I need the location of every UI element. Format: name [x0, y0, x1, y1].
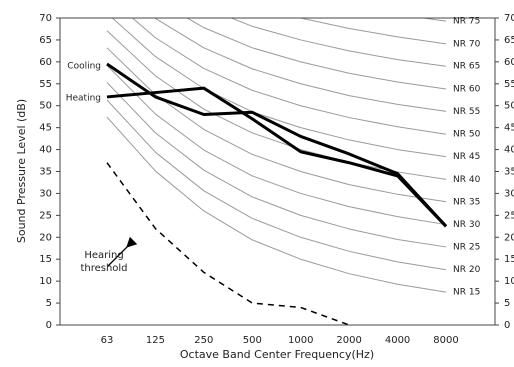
x-tick-label: 63 [101, 335, 114, 346]
curve-label: NR 60 [453, 85, 481, 95]
curve-label: NR 65 [453, 62, 480, 72]
y2-tick-label: 15 [504, 254, 514, 265]
curve-label: NR 55 [453, 107, 480, 117]
curve-label: NR 25 [453, 242, 480, 252]
y-tick-label: 15 [39, 254, 52, 265]
curve-label: NR 75 [453, 17, 480, 27]
y-tick-label: 45 [39, 123, 52, 134]
y2-tick-label: 65 [504, 35, 514, 46]
nr-curve [106, 116, 447, 293]
nr-curve [106, 82, 447, 248]
y2-tick-label: 0 [504, 320, 510, 331]
y2-tick-label: 35 [504, 167, 514, 178]
y-tick-label: 35 [39, 167, 52, 178]
nr-curve [106, 99, 447, 271]
curve-label: NR 35 [453, 197, 480, 207]
y2-tick-label: 55 [504, 79, 514, 90]
x-axis-title: Octave Band Center Frequency(Hz) [180, 348, 374, 361]
x-tick-label: 8000 [433, 335, 458, 346]
curve-label: NR 70 [453, 39, 481, 49]
y2-tick-label: 50 [504, 101, 514, 112]
curve-label: NR 45 [453, 152, 480, 162]
y2-tick-label: 5 [504, 298, 510, 309]
x-tick-label: 125 [146, 335, 165, 346]
data-line [106, 62, 448, 228]
threshold-line [106, 162, 350, 325]
nr-curve [298, 18, 447, 45]
y-tick-label: 55 [39, 79, 52, 90]
y2-tick-label: 10 [504, 276, 514, 287]
y-tick-label: 30 [39, 188, 52, 199]
y-tick-label: 40 [39, 145, 52, 156]
nr-curve [186, 18, 447, 90]
annotation: Hearing [84, 250, 123, 261]
y2-tick-label: 25 [504, 210, 514, 221]
curve-label: NR 30 [453, 220, 481, 230]
nr-curve [111, 18, 447, 158]
nr-curve [154, 18, 447, 112]
y-tick-label: 20 [39, 232, 52, 243]
curve-label: NR 50 [453, 130, 481, 140]
x-tick-label: 250 [194, 335, 213, 346]
plot-frame [59, 17, 496, 326]
data-line [106, 86, 448, 228]
annotation-arrow [107, 236, 138, 267]
x-tick-label: 4000 [385, 335, 410, 346]
curve-label: NR 15 [453, 288, 480, 298]
y-tick-label: 70 [39, 13, 52, 24]
x-tick-label: 2000 [336, 335, 361, 346]
y2-tick-label: 20 [504, 232, 514, 243]
series-label: Cooling [67, 62, 101, 72]
nr-curve [131, 18, 447, 135]
annotation: threshold [80, 263, 127, 274]
y-tick-label: 0 [46, 320, 52, 331]
y-axis-title: Sound Pressure Level (dB) [15, 99, 28, 243]
y-tick-label: 25 [39, 210, 52, 221]
y2-tick-label: 40 [504, 145, 514, 156]
nr-curve [106, 30, 447, 180]
y-tick-label: 65 [39, 35, 52, 46]
nr-curve [230, 18, 447, 67]
x-tick-label: 500 [243, 335, 262, 346]
curve-label: NR 20 [453, 265, 481, 275]
y-tick-label: 60 [39, 57, 52, 68]
y-tick-label: 50 [39, 101, 52, 112]
y2-tick-label: 30 [504, 188, 514, 199]
nr-curve [106, 65, 447, 226]
curve-label: NR 40 [453, 175, 481, 185]
series-label: Heating [66, 93, 101, 103]
y-tick-label: 10 [39, 276, 52, 287]
y2-tick-label: 70 [504, 13, 514, 24]
y2-tick-label: 60 [504, 57, 514, 68]
x-tick-label: 1000 [288, 335, 313, 346]
y-tick-label: 5 [46, 298, 52, 309]
y2-tick-label: 45 [504, 123, 514, 134]
